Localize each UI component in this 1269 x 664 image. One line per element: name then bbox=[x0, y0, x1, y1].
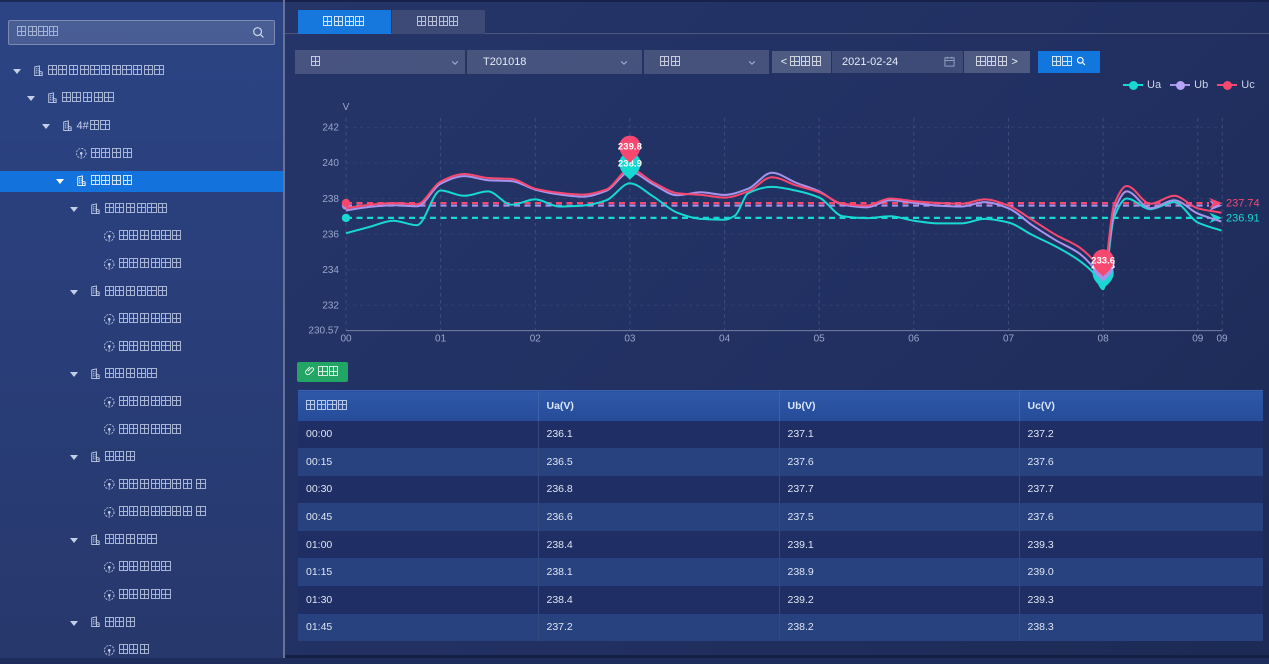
svg-text:240: 240 bbox=[322, 158, 339, 169]
svg-text:02: 02 bbox=[530, 334, 542, 345]
svg-text:236.91: 236.91 bbox=[1226, 212, 1260, 224]
svg-text:09: 09 bbox=[1216, 334, 1228, 345]
svg-text:09: 09 bbox=[1192, 334, 1204, 345]
svg-text:V: V bbox=[343, 102, 350, 113]
svg-text:03: 03 bbox=[624, 334, 636, 345]
svg-text:04: 04 bbox=[719, 334, 731, 345]
svg-text:238: 238 bbox=[322, 194, 339, 205]
svg-text:01: 01 bbox=[435, 334, 447, 345]
svg-text:237.74: 237.74 bbox=[1226, 198, 1260, 210]
svg-text:07: 07 bbox=[1003, 334, 1015, 345]
svg-text:233.6: 233.6 bbox=[1091, 255, 1115, 266]
svg-text:234: 234 bbox=[322, 265, 339, 276]
svg-text:239.8: 239.8 bbox=[618, 142, 643, 153]
svg-text:236: 236 bbox=[322, 229, 339, 240]
svg-text:230.57: 230.57 bbox=[308, 326, 339, 337]
svg-text:242: 242 bbox=[322, 123, 339, 134]
svg-text:232: 232 bbox=[322, 301, 339, 312]
svg-text:238.9: 238.9 bbox=[618, 159, 642, 170]
svg-text:06: 06 bbox=[908, 334, 920, 345]
svg-text:05: 05 bbox=[814, 334, 826, 345]
svg-text:08: 08 bbox=[1098, 334, 1110, 345]
svg-text:00: 00 bbox=[340, 334, 352, 345]
